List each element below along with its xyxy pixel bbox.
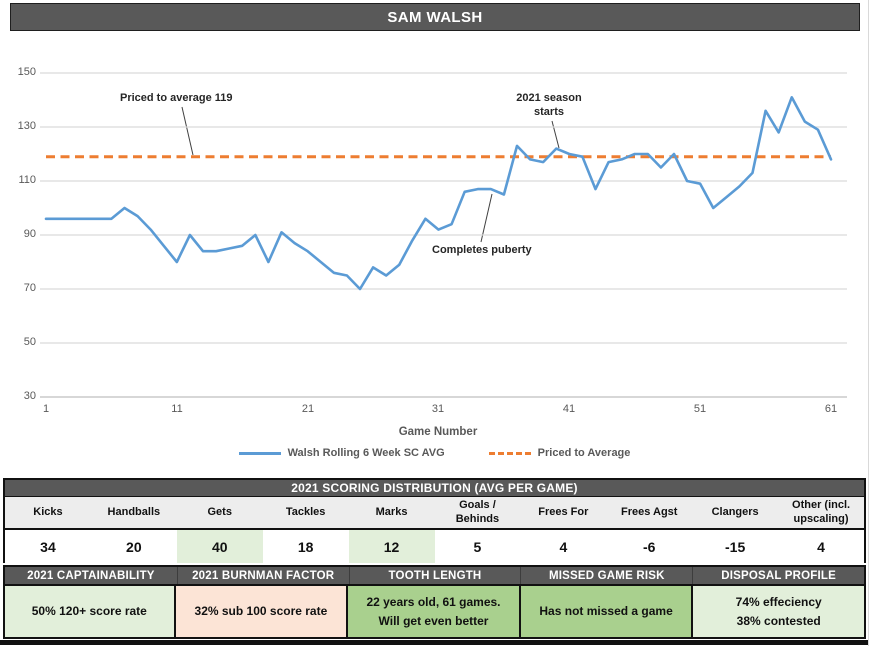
y-tick-label: 150 bbox=[17, 66, 36, 78]
panel-text: 74% effeciency bbox=[735, 594, 822, 609]
panel-header-missed-game-risk: MISSED GAME RISK bbox=[520, 567, 692, 584]
value-cell: 40 bbox=[176, 530, 263, 563]
legend-label: Walsh Rolling 6 Week SC AVG bbox=[287, 447, 445, 459]
orange-dashed-swatch bbox=[488, 451, 531, 455]
summary-panels: 2021 CAPTAINABILITY 2021 BURNMAN FACTOR … bbox=[3, 565, 866, 639]
annotation-completes-puberty: Completes puberty bbox=[432, 244, 532, 256]
value-cell: 5 bbox=[473, 538, 482, 555]
value-cell: -6 bbox=[643, 538, 656, 555]
scoring-distribution-values: 34 20 40 18 12 5 4 -6 -15 4 bbox=[5, 530, 864, 563]
x-tick-label: 61 bbox=[824, 403, 838, 415]
value-cell: -15 bbox=[725, 538, 746, 555]
column-header: Gets bbox=[207, 505, 232, 518]
panel-text: 50% 120+ score rate bbox=[31, 604, 147, 619]
priced-annotation-pointer bbox=[181, 106, 194, 156]
line-chart bbox=[40, 72, 847, 398]
legend-item-walsh: Walsh Rolling 6 Week SC AVG bbox=[238, 447, 445, 459]
y-tick-label: 50 bbox=[23, 336, 36, 348]
column-header: Handballs bbox=[107, 505, 161, 518]
panel-text: 22 years old, 61 games. bbox=[366, 594, 501, 609]
column-header: Frees For bbox=[538, 505, 589, 518]
season-annotation-pointer bbox=[551, 120, 560, 149]
x-tick-label: 1 bbox=[42, 403, 50, 415]
panel-header-disposal-profile: DISPOSAL PROFILE bbox=[692, 567, 864, 584]
x-axis-title: Game Number bbox=[398, 426, 478, 438]
scoring-distribution-header: 2021 SCORING DISTRIBUTION (AVG PER GAME) bbox=[5, 478, 864, 497]
legend-label: Priced to Average bbox=[537, 447, 631, 459]
legend-item-priced: Priced to Average bbox=[488, 447, 631, 459]
y-tick-label: 130 bbox=[17, 120, 36, 132]
value-cell: 4 bbox=[817, 538, 825, 555]
column-header: Tackles bbox=[285, 505, 326, 518]
panel-box-missed-game-risk: Has not missed a game bbox=[520, 584, 694, 639]
scoring-distribution-column-headers: Kicks Handballs Gets Tackles Marks Goals… bbox=[5, 497, 864, 530]
panel-header-burnman: 2021 BURNMAN FACTOR bbox=[176, 567, 349, 584]
puberty-annotation-pointer bbox=[480, 193, 493, 243]
summary-panel-headers: 2021 CAPTAINABILITY 2021 BURNMAN FACTOR … bbox=[3, 565, 866, 584]
panel-header-tooth-length: TOOTH LENGTH bbox=[348, 567, 521, 584]
panel-box-burnman: 32% sub 100 score rate bbox=[175, 584, 349, 639]
page-title: SAM WALSH bbox=[10, 3, 860, 31]
panel-text: Will get even better bbox=[378, 613, 489, 628]
value-cell: 12 bbox=[348, 530, 435, 563]
scoring-distribution-table: 2021 SCORING DISTRIBUTION (AVG PER GAME)… bbox=[3, 478, 866, 563]
chart-legend: Walsh Rolling 6 Week SC AVG Priced to Av… bbox=[0, 447, 868, 459]
x-tick-label: 21 bbox=[301, 403, 315, 415]
value-cell: 18 bbox=[297, 538, 314, 555]
column-header: Goals / Behinds bbox=[455, 499, 500, 525]
panel-box-tooth-length: 22 years old, 61 games. Will get even be… bbox=[348, 584, 521, 639]
annotation-priced-to-average: Priced to average 119 bbox=[120, 92, 233, 104]
y-tick-label: 30 bbox=[23, 390, 36, 402]
column-header: Frees Agst bbox=[621, 505, 678, 518]
panel-box-captainability: 50% 120+ score rate bbox=[3, 584, 176, 639]
value-cell: 34 bbox=[40, 538, 56, 555]
x-tick-label: 31 bbox=[431, 403, 445, 415]
summary-panel-boxes: 50% 120+ score rate 32% sub 100 score ra… bbox=[3, 584, 866, 639]
walsh-rolling-average-line bbox=[44, 96, 833, 291]
panel-text: Has not missed a game bbox=[539, 604, 673, 619]
panel-header-captainability: 2021 CAPTAINABILITY bbox=[27, 569, 155, 582]
column-header: Marks bbox=[375, 505, 408, 518]
panel-text: 38% contested bbox=[736, 613, 821, 628]
column-header: Other (incl. upscaling) bbox=[792, 499, 851, 525]
value-cell: 4 bbox=[559, 538, 568, 555]
panel-box-disposal-profile: 74% effeciency 38% contested bbox=[693, 584, 866, 639]
value-cell: 20 bbox=[126, 538, 142, 555]
y-tick-label: 70 bbox=[23, 282, 36, 294]
x-tick-label: 41 bbox=[562, 403, 576, 415]
y-tick-label: 90 bbox=[23, 228, 36, 240]
bottom-divider bbox=[0, 640, 868, 645]
x-tick-label: 51 bbox=[693, 403, 707, 415]
column-header: Clangers bbox=[711, 505, 759, 518]
annotation-season-starts: 2021 season starts bbox=[516, 92, 582, 118]
column-header: Kicks bbox=[33, 505, 63, 518]
x-tick-label: 11 bbox=[171, 403, 183, 415]
panel-text: 32% sub 100 score rate bbox=[194, 604, 328, 619]
y-tick-label: 110 bbox=[18, 174, 36, 186]
blue-line-swatch bbox=[238, 451, 281, 455]
